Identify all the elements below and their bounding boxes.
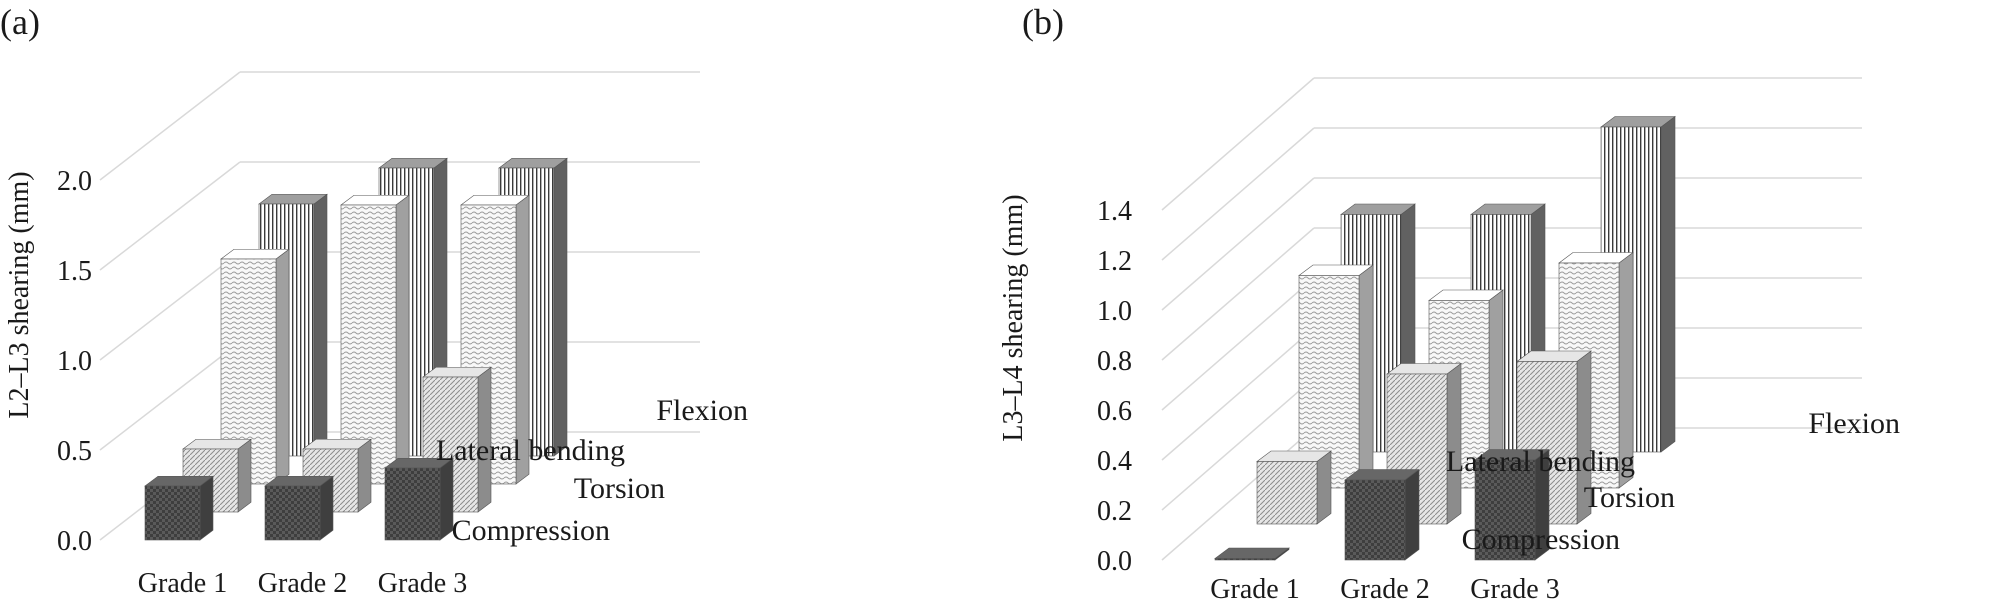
y-tick-label: 0.4 — [1097, 446, 1132, 477]
gridline-diagonal — [1161, 277, 1315, 411]
gridline-diagonal — [1161, 127, 1315, 261]
y-tick-label: 0.5 — [57, 436, 92, 467]
series-labels: Compression Torsion Lateral bending Flexion — [436, 394, 748, 547]
series-label: Compression — [452, 514, 610, 547]
gridline-diagonal — [1161, 77, 1315, 211]
bar — [1214, 547, 1290, 561]
panel-label: (b) — [1022, 2, 1064, 42]
panel-a: (a) L2–L3 shearing (mm) 0.00.51.01.52.0 … — [0, 2, 748, 599]
bar — [144, 475, 214, 541]
x-tick-label: Grade 2 — [1340, 574, 1429, 605]
y-tick-labels: 0.0 0.5 1.0 1.5 2.0 — [57, 166, 92, 557]
gridline-diagonal — [99, 71, 241, 181]
x-tick-label: Grade 3 — [1470, 574, 1559, 605]
y-tick-label: 1.5 — [57, 256, 92, 287]
y-axis-label: L2–L3 shearing (mm) — [4, 171, 35, 418]
gridline-diagonal — [99, 251, 241, 361]
y-tick-labels: 0.0 0.2 0.4 0.6 0.8 1.0 1.2 1.4 — [1097, 196, 1132, 577]
bar — [1344, 468, 1420, 561]
y-tick-label: 1.2 — [1097, 246, 1132, 277]
y-tick-label: 2.0 — [57, 166, 92, 197]
x-tick-label: Grade 3 — [378, 568, 467, 599]
x-tick-labels: Grade 1 Grade 2 Grade 3 — [1210, 574, 1559, 605]
y-tick-label: 0.6 — [1097, 396, 1132, 427]
bars — [1214, 115, 1676, 561]
series-label: Flexion — [1808, 407, 1900, 440]
x-tick-label: Grade 2 — [258, 568, 347, 599]
y-tick-label: 1.4 — [1097, 196, 1132, 227]
gridline-diagonal — [99, 341, 241, 451]
panel-label: (a) — [0, 2, 40, 42]
panel-b: (b) L3–L4 shearing (mm) 0.0 0.2 0.4 0.6 0.8 1… — [998, 2, 1900, 605]
gridline-diagonal — [99, 161, 241, 271]
y-tick-label: 0.8 — [1097, 346, 1132, 377]
gridline-diagonal — [1161, 327, 1315, 461]
series-label: Lateral bending — [436, 434, 625, 467]
gridline-diagonal — [1161, 227, 1315, 361]
bar — [340, 194, 410, 485]
y-tick-label: 1.0 — [1097, 296, 1132, 327]
x-tick-label: Grade 1 — [1210, 574, 1299, 605]
y-tick-label: 0.0 — [57, 526, 92, 557]
series-label: Torsion — [1584, 481, 1675, 514]
y-axis-label: L3–L4 shearing (mm) — [998, 194, 1029, 441]
gridline-diagonal — [1161, 177, 1315, 311]
bars — [144, 157, 568, 541]
y-tick-label: 1.0 — [57, 346, 92, 377]
series-label: Flexion — [656, 394, 748, 427]
series-label: Compression — [1462, 523, 1620, 556]
series-label: Torsion — [574, 472, 665, 505]
x-tick-labels: Grade 1 Grade 2 Grade 3 — [138, 568, 467, 599]
bar — [1516, 350, 1592, 525]
series-label: Lateral bending — [1446, 445, 1635, 478]
bar — [1474, 448, 1550, 561]
bar — [1256, 450, 1332, 525]
y-tick-label: 0.2 — [1097, 496, 1132, 527]
gridline-diagonal — [1161, 427, 1315, 561]
bar — [384, 457, 454, 541]
bar — [264, 475, 334, 541]
x-tick-label: Grade 1 — [138, 568, 227, 599]
gridline-diagonal — [1161, 377, 1315, 511]
y-tick-label: 0.0 — [1097, 546, 1132, 577]
